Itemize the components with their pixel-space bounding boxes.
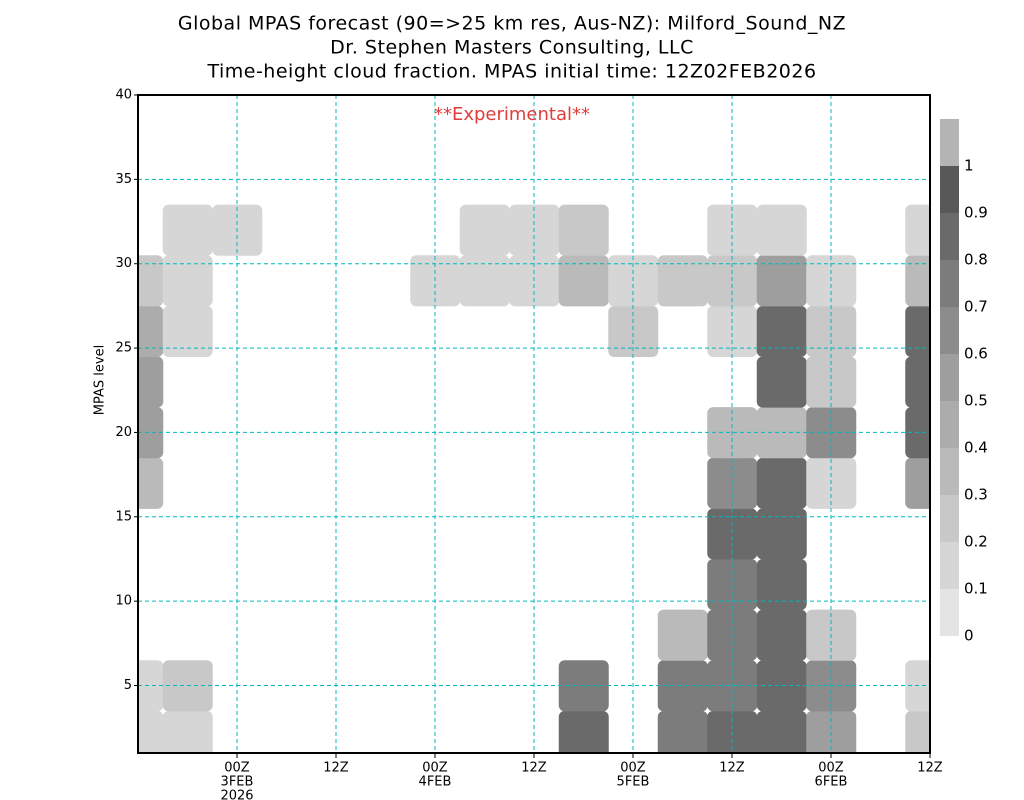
cloud-cell	[756, 305, 807, 358]
colorbar-swatch	[940, 260, 959, 307]
x-date-label: 6FEB	[815, 775, 848, 790]
y-tick-label: 25	[115, 341, 132, 356]
colorbar-label: 0.9	[964, 204, 988, 222]
cloud-cell	[608, 305, 659, 358]
colorbar-label: 0.2	[964, 533, 988, 551]
cloud-cell	[162, 255, 213, 307]
y-tick-label: 15	[115, 509, 132, 524]
x-tick-label: 00Z	[422, 761, 448, 776]
cloud-cell	[459, 204, 510, 256]
colorbar-label: 1	[964, 157, 974, 175]
cloud-cell	[657, 255, 708, 307]
cloud-cell	[905, 710, 930, 753]
x-date-label: 5FEB	[617, 775, 650, 790]
cloud-cell	[138, 356, 164, 408]
cloud-cell	[905, 204, 930, 256]
x-tick-label: 12Z	[719, 761, 745, 776]
cloud-cell	[558, 710, 609, 753]
annotation: **Experimental**	[434, 104, 590, 125]
cloud-cell	[707, 508, 758, 560]
y-tick-label: 20	[115, 425, 132, 440]
cloud-cell	[138, 407, 164, 459]
cloud-cell	[162, 204, 213, 256]
cloud-cell	[756, 710, 807, 753]
cloud-cell	[756, 457, 807, 509]
x-tick-label: 00Z	[818, 761, 844, 776]
cloud-cell	[756, 609, 807, 661]
cloud-cell	[707, 558, 758, 611]
cloud-cell	[707, 305, 758, 358]
cloud-cell	[657, 609, 708, 661]
colorbar-swatch	[940, 589, 959, 636]
x-tick-label: 00Z	[224, 761, 250, 776]
y-tick-label: 10	[115, 594, 132, 609]
colorbar-label: 0.3	[964, 486, 988, 504]
colorbar-label: 0.6	[964, 345, 988, 363]
cloud-cell	[459, 255, 510, 307]
cloud-cell	[138, 457, 164, 509]
colorbar-swatch	[940, 448, 959, 495]
colorbar-label: 0.5	[964, 392, 988, 410]
cloud-cell	[905, 255, 930, 307]
colorbar-label: 0.4	[964, 439, 988, 457]
cloud-cell	[756, 508, 807, 560]
cloud-cell	[138, 305, 164, 358]
cloud-cell	[162, 305, 213, 358]
colorbar-label: 0.7	[964, 298, 988, 316]
colorbar-swatch	[940, 119, 959, 166]
cloud-cell	[756, 558, 807, 611]
cloud-cell	[558, 660, 609, 712]
colorbar-label: 0.1	[964, 580, 988, 598]
cloud-cell	[657, 660, 708, 712]
colorbar-swatch	[940, 213, 959, 260]
cloud-cell	[905, 457, 930, 509]
cloud-cell	[905, 305, 930, 358]
cloud-cell	[657, 710, 708, 753]
cloud-cell	[905, 356, 930, 408]
x-tick-label: 12Z	[521, 761, 547, 776]
title-line: Dr. Stephen Masters Consulting, LLC	[330, 37, 694, 59]
x-tick-label: 12Z	[917, 761, 943, 776]
cloud-cell	[138, 710, 164, 753]
y-tick-label: 40	[115, 88, 132, 103]
cloud-cell	[162, 710, 213, 753]
cloud-cell	[806, 305, 857, 358]
y-tick-label: 30	[115, 256, 132, 271]
x-year-label: 2026	[220, 789, 253, 800]
colorbar-label: 0	[964, 627, 974, 645]
colorbar-swatch	[940, 542, 959, 589]
title-line: Global MPAS forecast (90=>25 km res, Aus…	[178, 13, 846, 35]
cloud-cell	[138, 255, 164, 307]
colorbar-label: 0.8	[964, 251, 988, 269]
colorbar-swatch	[940, 495, 959, 542]
colorbar-swatch	[940, 401, 959, 448]
cloud-cell	[756, 407, 807, 459]
colorbar-swatch	[940, 307, 959, 354]
cloud-cell	[138, 660, 164, 712]
colorbar-swatch	[940, 166, 959, 213]
cloud-cell	[756, 255, 807, 307]
x-date-label: 4FEB	[419, 775, 452, 790]
title-line: Time-height cloud fraction. MPAS initial…	[206, 61, 816, 83]
x-date-label: 3FEB	[221, 775, 254, 790]
x-tick-label: 00Z	[620, 761, 646, 776]
cloud-cell	[806, 710, 857, 753]
y-tick-label: 5	[124, 678, 132, 693]
cloud-cell	[756, 356, 807, 408]
cloud-cell	[707, 710, 758, 753]
y-tick-label: 35	[115, 172, 132, 187]
cloud-cell	[756, 660, 807, 712]
cloud-cell	[756, 204, 807, 256]
cloud-cell	[558, 255, 609, 307]
colorbar-swatch	[940, 354, 959, 401]
cloud-cell	[558, 204, 609, 256]
y-axis-label: MPAS level	[93, 345, 108, 415]
x-tick-label: 12Z	[323, 761, 349, 776]
